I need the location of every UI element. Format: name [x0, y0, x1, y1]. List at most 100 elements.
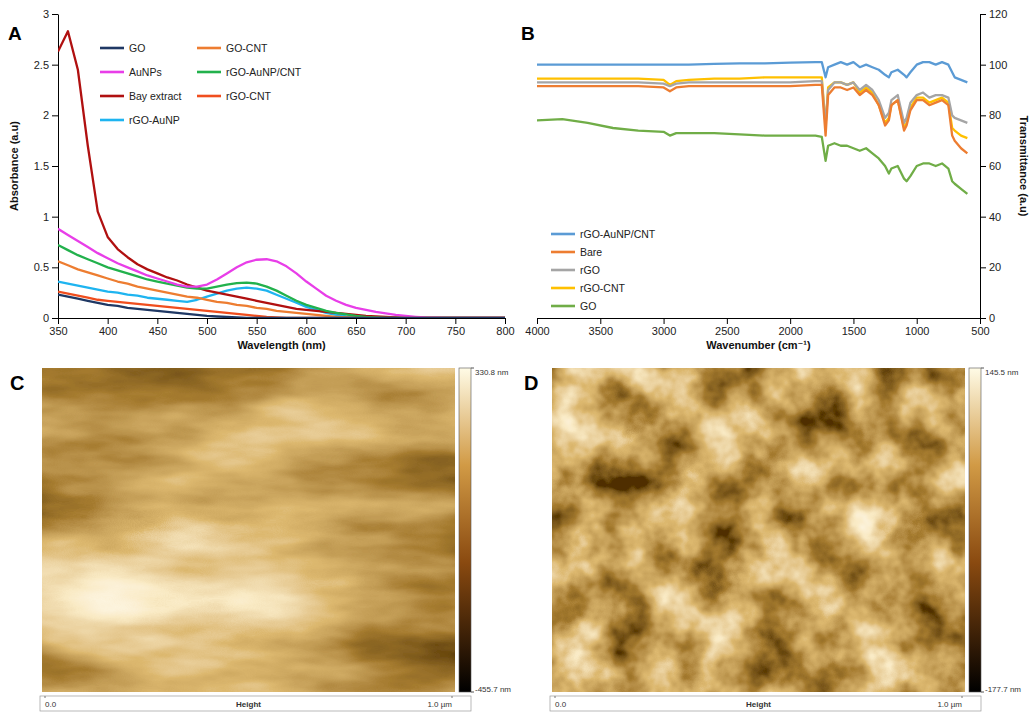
x-tick-label: 700: [397, 325, 415, 337]
x-tick-label: 2000: [778, 325, 802, 337]
y-axis: 0 20 40 60 80 100 120: [980, 8, 1007, 324]
y-tick-label: 60: [989, 160, 1001, 172]
x-tick: 500: [198, 318, 216, 337]
panel-2: -455.7 nm330.8 nm0.01.0 µmHeightC: [10, 368, 511, 711]
legend-item: Bare: [551, 246, 602, 258]
y-tick-label: 80: [989, 109, 1001, 121]
y-tick-label: 40: [989, 211, 1001, 223]
y-tick: 60: [980, 160, 1001, 172]
legend-swatch: [197, 47, 221, 50]
y-tick-mark: [52, 217, 58, 218]
x-tick-label: 500: [971, 325, 989, 337]
x-tick-label: 3500: [589, 325, 613, 337]
legend-item: rGO-CNT: [551, 282, 625, 294]
legend-label: rGO: [580, 264, 600, 276]
y-tick-label: 0.5: [34, 261, 49, 273]
y-tick: 0: [980, 312, 995, 324]
y-axis-title: Absorbance (a.u): [8, 121, 20, 211]
legend-label: rGO-AuNP/CNT: [580, 228, 656, 240]
legend-item: rGO: [551, 264, 600, 276]
x-tick: 4000: [525, 318, 549, 337]
series-line: [58, 295, 505, 318]
y-tick: 1: [43, 211, 58, 223]
y-tick-mark: [980, 115, 986, 116]
x-tick-mark: [207, 318, 208, 324]
y-tick-label: 100: [989, 59, 1007, 71]
x-tick-label: 750: [447, 325, 465, 337]
x-tick-mark: [257, 318, 258, 324]
x-tick: 800: [496, 318, 514, 337]
y-tick-mark: [980, 217, 986, 218]
x-tick: 500: [971, 318, 989, 337]
panel-3: -177.7 nm145.5 nm0.01.0 µmHeightD: [524, 368, 1021, 711]
x-tick: 3000: [652, 318, 676, 337]
x-tick-label: 1.0 µm: [427, 700, 452, 709]
y-tick-mark: [980, 65, 986, 66]
x-tick-label: 0.0: [45, 700, 57, 709]
x-axis-title: Wavelength (nm): [237, 339, 326, 351]
series-line: [58, 261, 505, 318]
x-tick-label: 1500: [842, 325, 866, 337]
series-line: [537, 85, 967, 153]
y-tick: 2.5: [34, 59, 58, 71]
legend-swatch: [100, 47, 124, 50]
legend-swatch: [197, 95, 221, 98]
y-tick-mark: [52, 65, 58, 66]
y-tick-mark: [980, 14, 986, 15]
y-tick-label: 20: [989, 261, 1001, 273]
y-tick-label: 0: [43, 312, 49, 324]
legend-item: AuNPs: [100, 66, 162, 78]
x-tick: 2500: [715, 318, 739, 337]
x-axis-line: [538, 318, 981, 319]
x-tick-label: 650: [347, 325, 365, 337]
x-tick-mark: [455, 318, 456, 324]
y-tick: 2: [43, 109, 58, 121]
colorbar-tick: [981, 368, 984, 369]
caption-frame: [550, 696, 981, 711]
y-tick-mark: [980, 166, 986, 167]
legend-item: GO-CNT: [197, 42, 268, 54]
x-tick: 700: [397, 318, 415, 337]
legend-label: rGO-AuNP: [129, 114, 180, 126]
legend-item: rGO-AuNP/CNT: [551, 228, 656, 240]
colorbar-tick: [981, 692, 984, 693]
x-tick: 1000: [905, 318, 929, 337]
colorbar: [459, 368, 471, 692]
y-tick-mark: [980, 267, 986, 268]
x-tick-label: 3000: [652, 325, 676, 337]
y-tick: 120: [980, 8, 1007, 20]
legend-label: rGO-CNT: [226, 90, 271, 102]
x-tick: 2000: [778, 318, 802, 337]
series-line: [58, 31, 505, 318]
series-line: [537, 62, 967, 82]
y-tick-label: 0: [989, 312, 995, 324]
y-tick: 80: [980, 109, 1001, 121]
x-tick-label: 400: [99, 325, 117, 337]
x-tick-mark: [406, 318, 407, 324]
x-axis-title: Height: [236, 700, 261, 709]
legend-item: rGO-CNT: [197, 90, 271, 102]
colorbar-label: -455.7 nm: [475, 685, 511, 694]
legend-label: AuNPs: [129, 66, 162, 78]
legend-swatch: [100, 95, 124, 98]
x-tick: 350: [49, 318, 67, 337]
colorbar-tick: [471, 692, 474, 693]
x-tick-label: 0.0: [555, 700, 567, 709]
y-axis: 00.511.522.53: [34, 8, 59, 324]
x-tick-label: 550: [248, 325, 266, 337]
y-tick-label: 120: [989, 8, 1007, 20]
x-tick: 1500: [842, 318, 866, 337]
x-tick-mark: [306, 318, 307, 324]
x-axis-title: Height: [746, 700, 771, 709]
legend: rGO-AuNP/CNTBarerGOrGO-CNTGO: [551, 228, 656, 312]
x-axis-line: [59, 318, 506, 319]
x-tick-mark: [452, 696, 453, 698]
colorbar-tick: [471, 368, 474, 369]
legend-swatch: [551, 269, 575, 272]
x-tick-mark: [962, 696, 963, 698]
legend-label: Bare: [580, 246, 602, 258]
legend-swatch: [551, 305, 575, 308]
panel-0: 35040045050055060065070075080000.511.522…: [8, 8, 515, 351]
x-tick: 600: [298, 318, 316, 337]
legend-swatch: [197, 71, 221, 74]
